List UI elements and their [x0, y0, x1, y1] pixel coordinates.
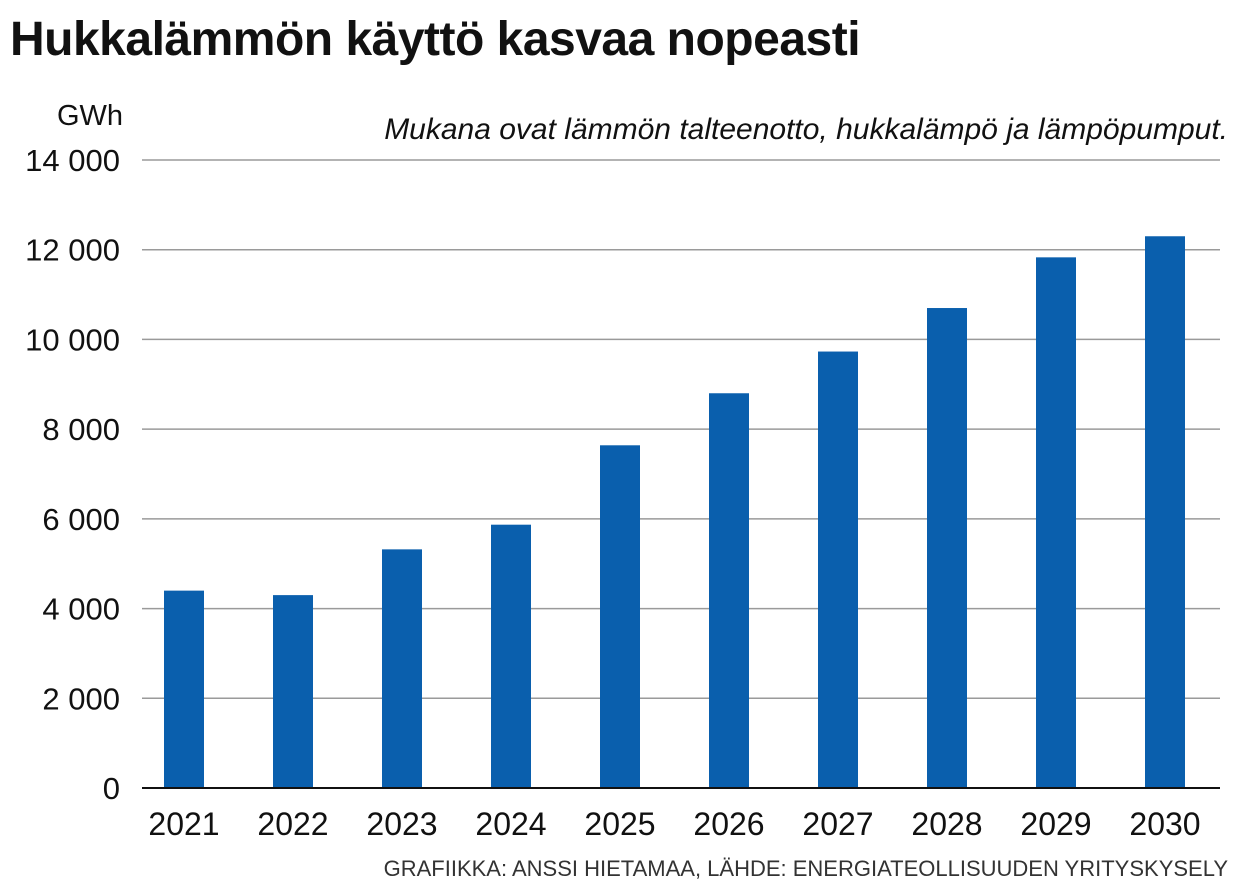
chart-subtitle: Mukana ovat lämmön talteenotto, hukkaläm… [384, 113, 1228, 146]
bar-2025 [600, 445, 640, 788]
x-tick-label: 2026 [693, 806, 764, 842]
x-tick-label: 2024 [475, 806, 546, 842]
y-tick-label: 4 000 [42, 592, 120, 627]
x-tick-label: 2028 [911, 806, 982, 842]
x-axis-tick-labels: 2021 2022 2023 2024 2025 2026 2027 2028 2029 2030 [148, 806, 1200, 842]
source-credit: GRAFIIKKA: ANSSI HIETAMAA, LÄHDE: ENERGI… [383, 856, 1228, 881]
x-tick-label: 2021 [148, 806, 219, 842]
bar-2029 [1036, 257, 1076, 789]
x-tick-label: 2027 [802, 806, 873, 842]
bar-2024 [491, 524, 531, 788]
y-tick-label: 12 000 [25, 233, 120, 268]
bar-2026 [709, 393, 749, 788]
x-tick-label: 2030 [1129, 806, 1200, 842]
y-tick-label: 6 000 [42, 502, 120, 537]
y-tick-label: 14 000 [25, 143, 120, 178]
gridlines [142, 159, 1220, 700]
x-tick-label: 2023 [366, 806, 437, 842]
y-axis-tick-labels: 0 2 000 4 000 6 000 8 000 10 000 12 000 14 000 [25, 143, 120, 806]
y-tick-label: 8 000 [42, 412, 120, 447]
bar-2027 [818, 351, 858, 788]
bar-2022 [273, 595, 313, 788]
y-tick-label: 0 [103, 771, 120, 806]
y-axis-unit-label: GWh [57, 100, 123, 132]
x-tick-label: 2022 [257, 806, 328, 842]
bar-2028 [927, 308, 967, 788]
chart-title: Hukkalämmön käyttö kasvaa nopeasti [10, 13, 861, 66]
x-tick-label: 2029 [1020, 806, 1091, 842]
y-tick-label: 10 000 [25, 322, 120, 357]
y-tick-label: 2 000 [42, 681, 120, 716]
x-tick-label: 2025 [584, 806, 655, 842]
bar-2023 [382, 549, 422, 788]
bar-2030 [1145, 236, 1185, 788]
bars [164, 236, 1185, 789]
bar-2021 [164, 590, 204, 788]
